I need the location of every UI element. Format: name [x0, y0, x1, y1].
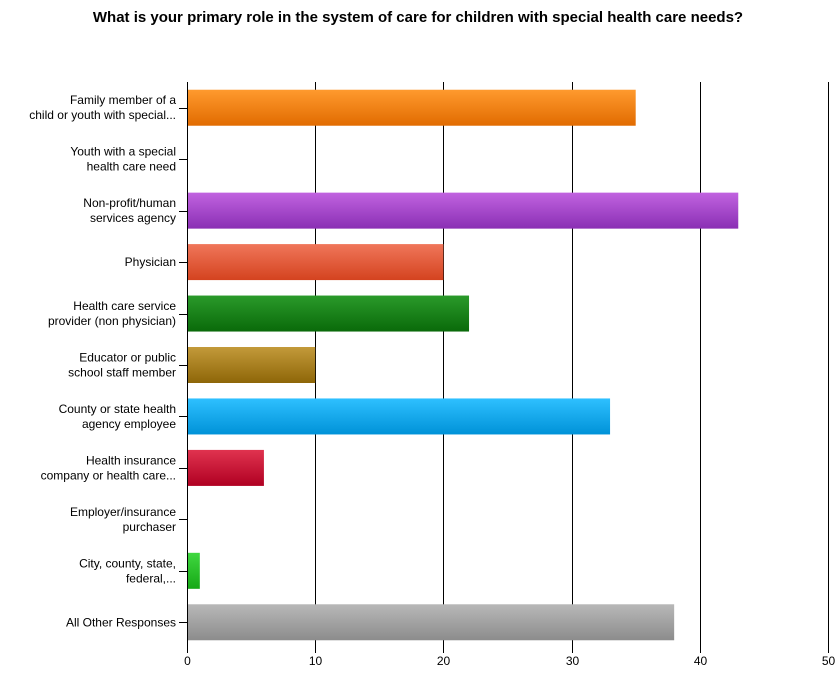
category-label-9: City, county, state, federal,... [79, 556, 176, 585]
bar-6 [188, 398, 611, 435]
category-label-3: Physician [125, 255, 176, 269]
category-label-1: Youth with a special health care need [70, 145, 176, 174]
bar-10 [188, 604, 675, 641]
category-label-2: Non-profit/human services agency [83, 196, 176, 225]
category-label-10: All Other Responses [66, 615, 176, 629]
bar-4 [188, 295, 470, 332]
category-label-5: Educator or public school staff member [68, 351, 176, 380]
x-tick-label-50: 50 [822, 654, 836, 668]
category-label-8: Employer/insurance purchaser [70, 505, 176, 534]
bar-5 [188, 347, 316, 383]
bar-0 [188, 89, 636, 126]
chart-title: What is your primary role in the system … [92, 9, 744, 26]
category-label-0: Family member of a child or youth with sp… [29, 93, 176, 122]
x-tick-label-20: 20 [437, 654, 451, 668]
x-tick-label-0: 0 [184, 654, 191, 668]
category-label-4: Health care service provider (non physici… [48, 299, 176, 328]
bar-7 [188, 449, 264, 486]
x-tick-label-30: 30 [566, 654, 580, 668]
x-tick-label-40: 40 [694, 654, 708, 668]
bar-9 [188, 552, 200, 589]
category-label-6: County or state health agency employee [59, 402, 177, 431]
bar-3 [188, 244, 444, 281]
bar-2 [188, 192, 739, 229]
x-tick-label-10: 10 [309, 654, 323, 668]
category-label-7: Health insurance company or health care..… [41, 453, 177, 482]
